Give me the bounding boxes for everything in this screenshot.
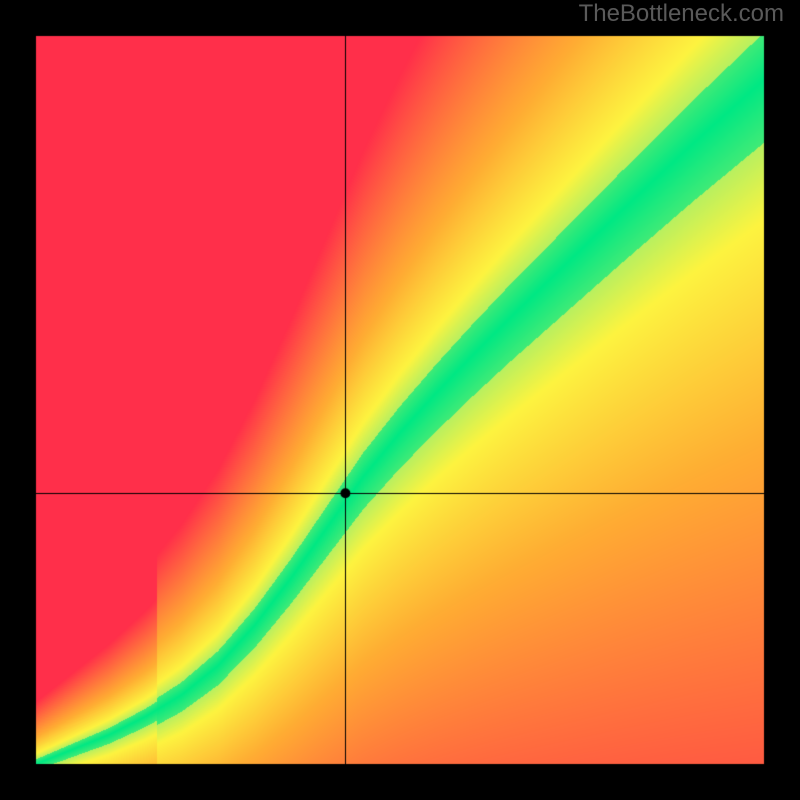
watermark-text: TheBottleneck.com <box>579 0 784 28</box>
chart-container: TheBottleneck.com <box>0 0 800 800</box>
bottleneck-heatmap <box>0 0 800 800</box>
